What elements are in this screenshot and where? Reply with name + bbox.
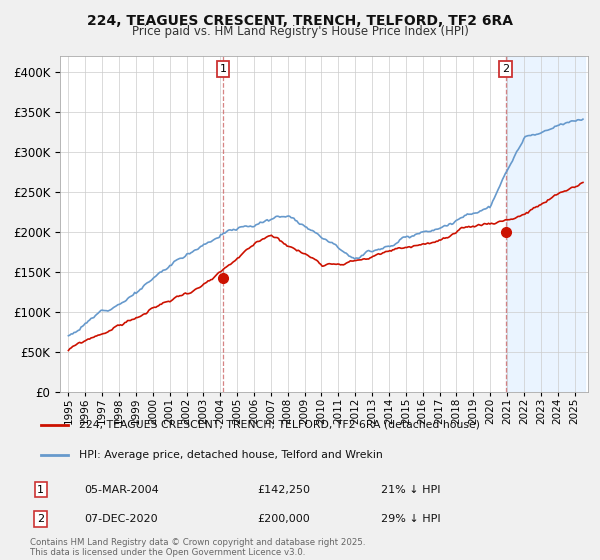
Text: Contains HM Land Registry data © Crown copyright and database right 2025.
This d: Contains HM Land Registry data © Crown c… [30, 538, 365, 557]
Text: 224, TEAGUES CRESCENT, TRENCH, TELFORD, TF2 6RA (detached house): 224, TEAGUES CRESCENT, TRENCH, TELFORD, … [79, 420, 479, 430]
Text: 05-MAR-2004: 05-MAR-2004 [84, 484, 159, 494]
Text: Price paid vs. HM Land Registry's House Price Index (HPI): Price paid vs. HM Land Registry's House … [131, 25, 469, 38]
Text: 224, TEAGUES CRESCENT, TRENCH, TELFORD, TF2 6RA: 224, TEAGUES CRESCENT, TRENCH, TELFORD, … [87, 14, 513, 28]
Text: 21% ↓ HPI: 21% ↓ HPI [381, 484, 440, 494]
Text: 07-DEC-2020: 07-DEC-2020 [84, 514, 158, 524]
Text: £200,000: £200,000 [257, 514, 310, 524]
Bar [506, 56, 584, 392]
Text: £142,250: £142,250 [257, 484, 310, 494]
Text: 1: 1 [37, 484, 44, 494]
Text: HPI: Average price, detached house, Telford and Wrekin: HPI: Average price, detached house, Telf… [79, 450, 382, 460]
Text: 1: 1 [220, 64, 227, 74]
Text: 2: 2 [37, 514, 44, 524]
Text: 29% ↓ HPI: 29% ↓ HPI [381, 514, 440, 524]
Text: 2: 2 [502, 64, 509, 74]
